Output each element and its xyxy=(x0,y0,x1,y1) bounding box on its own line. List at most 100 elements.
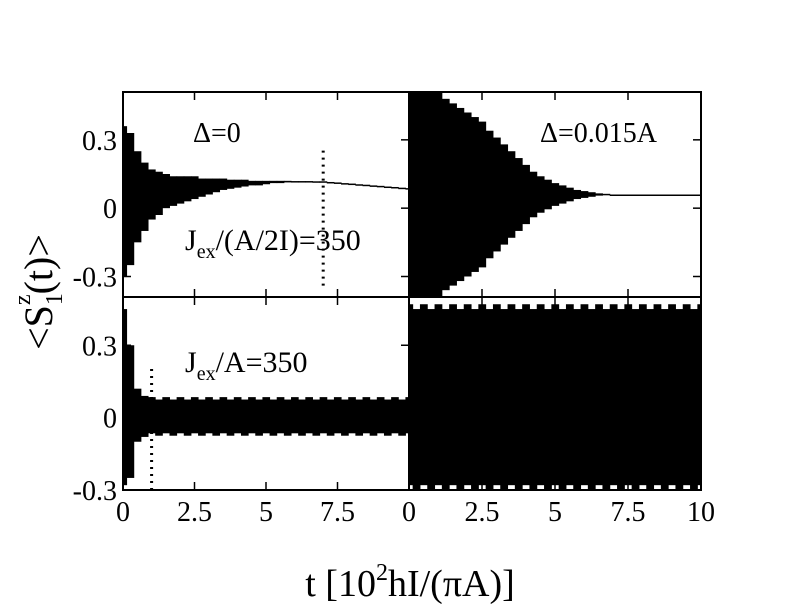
envelope-segment xyxy=(123,126,128,277)
envelope-segment xyxy=(638,194,647,196)
envelope-segment xyxy=(409,304,414,486)
envelope-segment xyxy=(587,192,596,197)
envelope-segment xyxy=(536,304,545,486)
envelope-segment xyxy=(478,121,487,268)
envelope xyxy=(123,309,409,486)
envelope-segment xyxy=(148,169,156,220)
envelope-segment xyxy=(463,112,472,277)
annotation-text: Δ=0 xyxy=(193,118,241,149)
envelope-segment xyxy=(412,92,421,297)
envelope-segment xyxy=(212,178,221,193)
panel xyxy=(408,91,702,298)
panel: 0 2.5 5 7.5-0.300.3 xyxy=(73,296,410,528)
envelope-segment xyxy=(312,181,321,183)
envelope-segment xyxy=(449,304,457,486)
envelope-segment xyxy=(478,304,487,486)
envelope-segment xyxy=(668,194,676,196)
envelope-segment xyxy=(551,304,560,486)
envelope-segment xyxy=(690,309,698,490)
envelope-segment xyxy=(133,151,142,243)
envelope-segment xyxy=(369,185,378,187)
annotation-subscript: ex xyxy=(197,241,216,263)
envelope-segment xyxy=(248,180,256,186)
envelope-segment xyxy=(148,397,156,434)
envelope-segment xyxy=(226,399,235,436)
panels: -0.300.30 2.5 5 7.5-0.300.30 2.5 5 7.5 10 xyxy=(73,91,715,528)
envelope-segment xyxy=(697,304,701,486)
envelope-segment xyxy=(240,399,249,436)
envelope-segment xyxy=(624,304,633,486)
envelope-segment xyxy=(522,304,530,486)
annotation-subscript: ex xyxy=(197,363,216,385)
envelope-segment xyxy=(190,397,199,434)
x-axis-label-text: hI/(πA)] xyxy=(388,563,515,605)
envelope-segment xyxy=(536,176,545,213)
envelope-segment xyxy=(190,176,199,200)
y-tick-label: -0.3 xyxy=(73,263,117,294)
envelope-segment xyxy=(205,178,213,195)
envelope-segment xyxy=(427,309,436,490)
envelope-segment xyxy=(682,304,691,486)
envelope-segment xyxy=(434,304,443,486)
envelope-segment xyxy=(326,399,335,436)
envelope-segment xyxy=(362,184,371,187)
envelope-segment xyxy=(668,304,676,486)
x-axis-label: t [102hI/(πA)] xyxy=(305,560,515,605)
y-axis-label-subscript: 1 xyxy=(42,293,68,305)
envelope-segment xyxy=(312,399,321,436)
envelope-segment xyxy=(212,399,221,436)
envelope-segment xyxy=(269,180,278,184)
envelope-segment xyxy=(283,180,292,183)
annotation: Δ=0.015A xyxy=(540,118,658,149)
envelope-segment xyxy=(580,304,589,486)
envelope-segment xyxy=(348,397,356,434)
annotation-text: Δ=0.015A xyxy=(540,118,658,149)
envelope-segment xyxy=(573,189,582,200)
envelope-segment xyxy=(140,395,149,437)
envelope-segment xyxy=(500,144,509,245)
envelope-segment xyxy=(463,304,472,486)
x-tick-label: 5 xyxy=(548,497,562,528)
envelope-segment xyxy=(162,174,170,209)
envelope-segment xyxy=(595,193,603,196)
envelope-segment xyxy=(240,179,249,187)
envelope-segment xyxy=(631,309,640,490)
envelope-segment xyxy=(162,397,170,434)
envelope-segment xyxy=(514,309,523,490)
envelope-segment xyxy=(341,183,349,185)
annotation-text: /(A/2I)=350 xyxy=(216,224,361,257)
envelope-segment xyxy=(155,171,163,215)
envelope-segment xyxy=(492,304,501,486)
x-tick-label: 0 xyxy=(116,497,130,528)
envelope-segment xyxy=(391,397,399,434)
y-axis-label: <S1z(t)> xyxy=(10,234,68,350)
annotation-text: /A=350 xyxy=(216,346,308,379)
envelope-segment xyxy=(219,397,228,434)
envelope-segment xyxy=(507,151,516,238)
envelope-segment xyxy=(551,183,560,206)
envelope-segment xyxy=(391,186,399,189)
envelope-segment xyxy=(255,399,263,436)
envelope-segment xyxy=(176,397,185,434)
envelope-segment xyxy=(675,194,684,196)
envelope-segment xyxy=(176,176,185,204)
x-axis-label-superscript: 2 xyxy=(376,560,388,586)
envelope-segment xyxy=(262,397,271,434)
envelope-segment xyxy=(544,179,552,210)
envelope-segment xyxy=(565,187,574,202)
x-tick-label: 2.5 xyxy=(465,497,500,528)
envelope-segment xyxy=(298,399,306,436)
envelope-segment xyxy=(500,309,509,490)
annotation: Jex/A=350 xyxy=(185,346,308,385)
envelope-segment xyxy=(617,194,625,196)
envelope-segment xyxy=(646,194,655,196)
envelope xyxy=(123,126,409,277)
annotation: Δ=0 xyxy=(193,118,241,149)
envelope-segment xyxy=(441,309,450,490)
envelope-segment xyxy=(409,92,414,297)
envelope-segment xyxy=(449,103,457,286)
envelope-segment xyxy=(140,162,149,231)
envelope-segment xyxy=(471,309,479,490)
annotation: Jex/(A/2I)=350 xyxy=(185,224,361,263)
